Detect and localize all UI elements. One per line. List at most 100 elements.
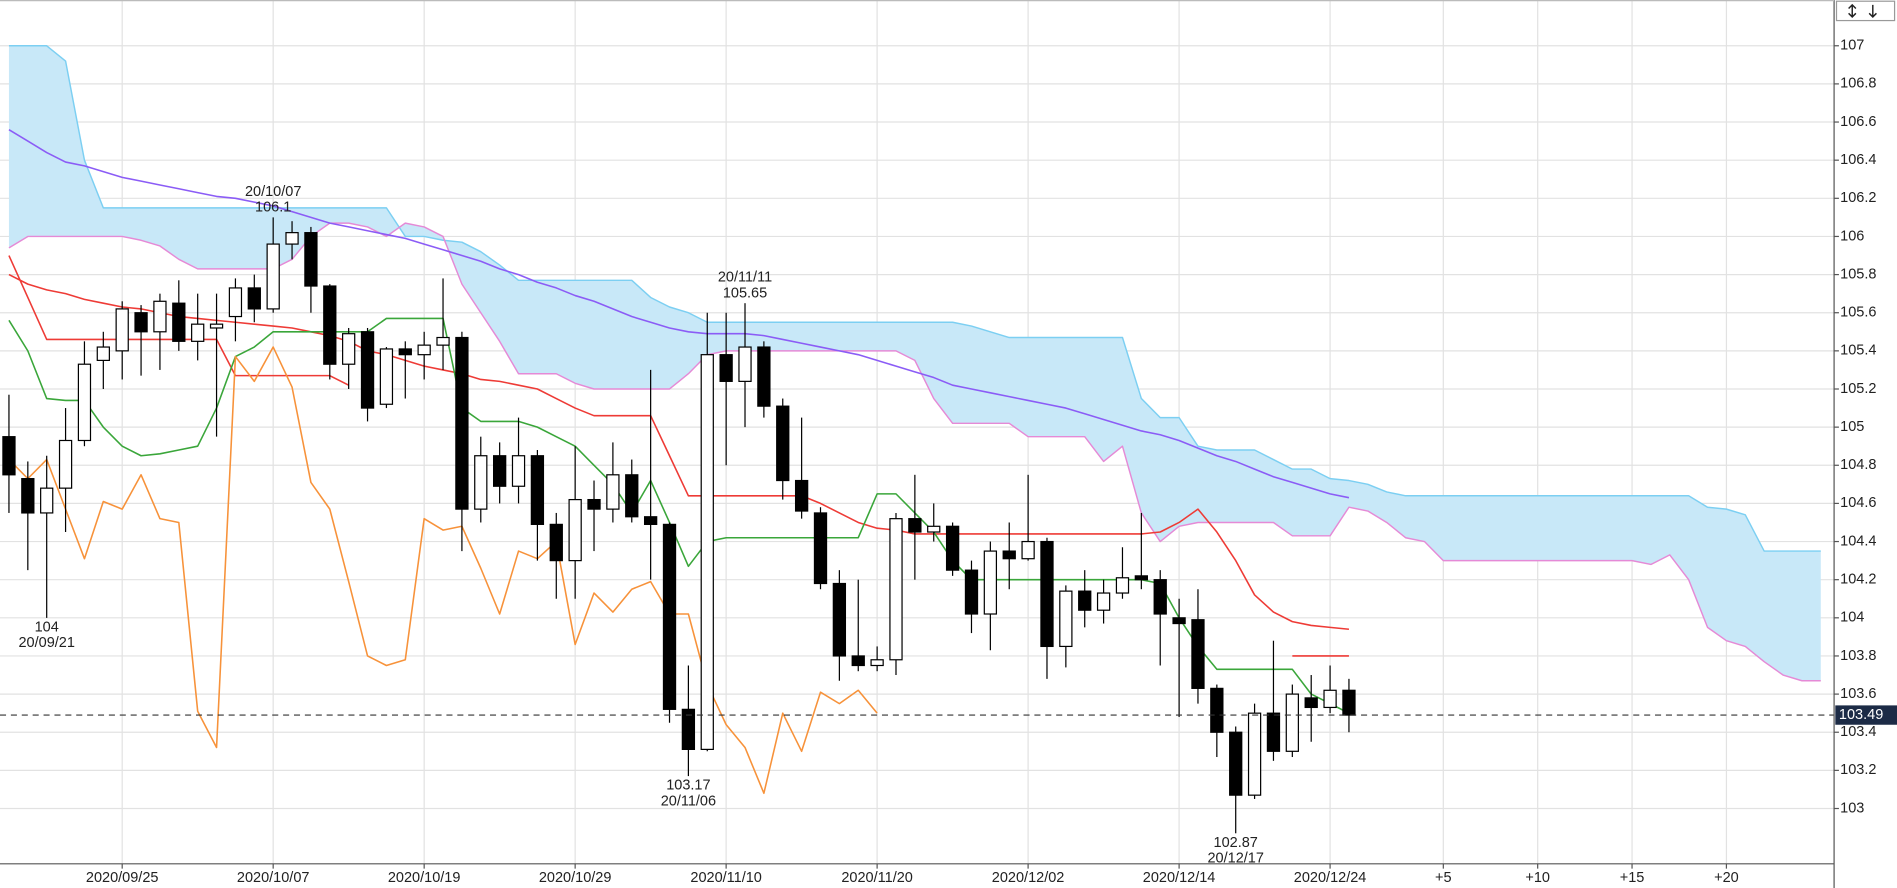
candle-body	[813, 512, 828, 585]
x-tick-label: 2020/12/02	[992, 870, 1065, 886]
scale-buttons[interactable]	[1835, 0, 1896, 22]
zoom-icon[interactable]	[1848, 3, 1857, 18]
annotation-value: 106.1	[255, 200, 291, 216]
candle-body	[889, 518, 903, 661]
candle-body	[530, 455, 545, 525]
candle-body	[172, 302, 186, 342]
candle-body	[964, 569, 979, 615]
candle-body	[474, 455, 488, 510]
candle-body	[851, 655, 865, 667]
y-tick-label: 106.2	[1840, 190, 1876, 206]
candle-body	[266, 243, 280, 310]
candle-body	[247, 287, 261, 310]
candle-body	[304, 232, 318, 287]
annotation-date: 20/09/21	[18, 635, 74, 651]
candle-body	[1172, 617, 1186, 625]
scale-button-box[interactable]	[1835, 0, 1896, 22]
x-tick-label: 2020/12/14	[1143, 870, 1216, 886]
y-tick-label: 105	[1840, 419, 1864, 435]
y-tick-label: 106.8	[1840, 76, 1876, 92]
down-icon[interactable]	[1868, 4, 1877, 18]
candle-body	[757, 346, 771, 407]
candle-body	[738, 346, 752, 382]
candle-body	[832, 582, 847, 657]
candle-body	[643, 516, 658, 525]
x-tick-label: 2020/10/07	[237, 870, 310, 886]
y-tick-label: 104.2	[1840, 572, 1876, 588]
candle-body	[360, 331, 375, 409]
candle-body	[153, 300, 167, 333]
last-price-box	[1835, 705, 1897, 725]
x-tick-label: 2020/09/25	[86, 870, 159, 886]
candle-body	[662, 523, 677, 710]
candle-body	[1342, 689, 1356, 716]
candle-body	[1153, 579, 1167, 615]
y-tick-label: 104.6	[1840, 495, 1876, 511]
candle-body	[493, 455, 507, 487]
annotation-value: 103.17	[666, 778, 710, 794]
y-tick-label: 105.2	[1840, 381, 1876, 397]
candle-body	[1021, 540, 1035, 560]
candle-body	[870, 659, 884, 667]
candle-body	[417, 344, 431, 356]
candle-body	[794, 479, 809, 512]
annotation-date: 20/12/17	[1207, 851, 1263, 867]
y-tick-label: 103.4	[1840, 724, 1876, 740]
y-tick-label: 104	[1840, 610, 1864, 626]
candle-body	[1266, 712, 1281, 752]
cloud-upper-line	[8, 45, 1821, 552]
candle-body	[1059, 590, 1073, 648]
candle-body	[58, 439, 73, 489]
candle-body	[1191, 619, 1205, 689]
candle-body	[587, 498, 601, 510]
candle-body	[134, 312, 148, 333]
candle-body	[209, 323, 224, 329]
y-tick-label: 104.4	[1840, 533, 1876, 549]
candle-body	[511, 455, 526, 487]
x-tick-label: +20	[1714, 870, 1739, 886]
candle-body	[625, 474, 639, 518]
candle-body	[549, 523, 563, 562]
y-tick-label: 103.2	[1840, 762, 1876, 778]
candle-body	[2, 436, 16, 476]
candle-body	[40, 487, 54, 514]
candle-body	[927, 525, 941, 533]
candle-body	[1096, 592, 1111, 611]
candle-body	[191, 323, 205, 342]
annotation-date: 20/10/07	[245, 184, 301, 200]
candle-body	[96, 346, 110, 361]
y-tick-label: 104.8	[1840, 457, 1876, 473]
candle-body	[1002, 550, 1016, 560]
candle-body	[285, 232, 299, 245]
y-tick-label: 105.4	[1840, 343, 1876, 359]
candle-body	[1285, 693, 1299, 752]
annotation-date: 20/11/06	[661, 793, 716, 809]
candle-body	[1134, 575, 1148, 581]
y-tick-label: 107	[1840, 38, 1864, 54]
indicator-line	[8, 273, 1350, 631]
candle-body	[908, 518, 922, 533]
indicator-line	[8, 346, 878, 795]
annotation-value: 102.87	[1214, 835, 1258, 851]
candle-body	[21, 478, 35, 514]
x-tick-label: 2020/12/24	[1294, 870, 1367, 886]
candle-body	[1229, 731, 1243, 796]
candle-body	[776, 405, 790, 482]
candle-body	[606, 474, 620, 510]
candle-body	[436, 336, 450, 346]
y-tick-label: 103.6	[1840, 686, 1876, 702]
indicator-line	[8, 128, 1350, 499]
candle-body	[983, 550, 998, 615]
candle-body	[379, 348, 394, 405]
candle-body	[1210, 687, 1224, 733]
candle-body	[1323, 689, 1337, 709]
candle-body	[568, 498, 582, 562]
candle-body	[398, 348, 412, 356]
y-tick-label: 106	[1840, 228, 1864, 244]
candle-body	[323, 285, 337, 365]
candle-body	[945, 525, 960, 571]
candle-body	[1247, 712, 1262, 796]
candle-body	[1115, 577, 1130, 594]
